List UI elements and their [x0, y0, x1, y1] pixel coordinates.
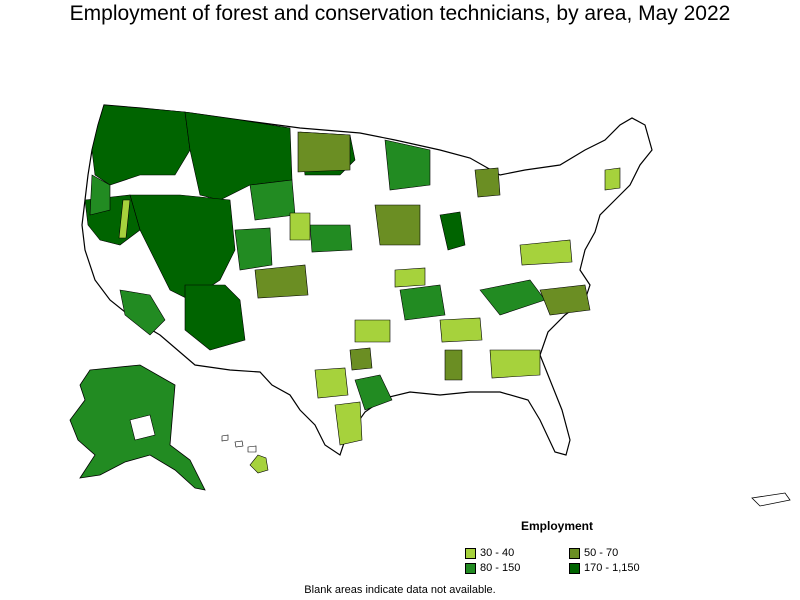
class-30-40-regions	[118, 167, 621, 446]
legend-label: 80 - 150	[480, 562, 521, 574]
legend-swatch	[569, 562, 580, 574]
region-illinois	[394, 267, 426, 288]
region-ozarks	[399, 284, 446, 321]
class-50-70-regions	[254, 131, 591, 381]
region-nebraska	[309, 224, 353, 253]
legend-swatch	[465, 547, 476, 559]
hawaii	[221, 434, 269, 474]
region-tennessee	[439, 317, 483, 343]
region-north-dakota	[297, 131, 351, 173]
legend-item-80-150: 80 - 150	[465, 562, 569, 574]
region-georgia	[489, 349, 541, 379]
region-arizona	[184, 284, 246, 351]
region-arkansas	[349, 347, 373, 371]
region-oregon-coast	[89, 174, 111, 216]
region-south-texas	[334, 401, 363, 446]
region-east-texas	[354, 374, 393, 411]
region-wyoming	[249, 179, 296, 221]
legend-item-170-1150: 170 - 1,150	[569, 562, 669, 574]
region-colorado-west	[234, 227, 273, 271]
map-title: Employment of forest and conservation te…	[69, 2, 731, 25]
region-carolinas	[539, 284, 591, 316]
region-idaho-strip	[118, 199, 131, 239]
region-louisiana	[444, 349, 463, 381]
legend-item-50-70: 50 - 70	[569, 547, 669, 559]
region-wisconsin	[374, 204, 421, 246]
alaska-interior-blank	[129, 414, 156, 441]
legend-label: 50 - 70	[584, 547, 619, 559]
region-great-lakes	[439, 211, 466, 251]
region-minnesota	[384, 139, 431, 191]
region-pacific-northwest	[91, 104, 191, 186]
class-80-150-regions	[89, 139, 546, 411]
region-colorado-east	[254, 264, 309, 299]
legend-label: 170 - 1,150	[584, 562, 640, 574]
region-oklahoma	[354, 319, 391, 343]
region-michigan-upper	[474, 167, 501, 198]
region-southern-california	[119, 289, 166, 336]
legend-swatch	[569, 547, 580, 559]
legend-swatch	[465, 562, 476, 574]
legend-label: 30 - 40	[480, 547, 515, 559]
region-central-texas	[314, 367, 349, 399]
puerto-rico	[751, 492, 791, 507]
legend: Employment 30 - 40 50 - 70 80 - 150 170 …	[465, 519, 665, 574]
region-virginia	[519, 239, 573, 266]
footnote: Blank areas indicate data not available.	[304, 584, 496, 596]
region-new-england	[604, 167, 621, 191]
region-south-dakota	[289, 212, 311, 241]
legend-item-30-40: 30 - 40	[465, 547, 569, 559]
legend-title: Employment	[521, 519, 594, 533]
